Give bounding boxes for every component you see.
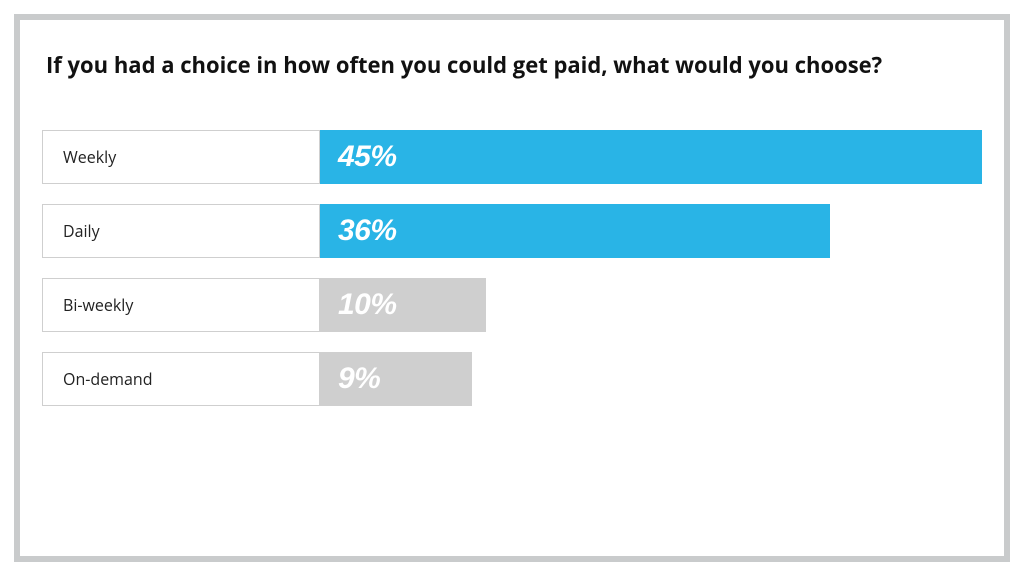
bar-area: 36% xyxy=(320,204,982,258)
bar-value: 45% xyxy=(338,142,397,172)
bar-value: 9% xyxy=(338,364,380,394)
bar: 36% xyxy=(320,204,830,258)
row-label: On-demand xyxy=(42,352,320,406)
row-label: Bi-weekly xyxy=(42,278,320,332)
chart-rows: Weekly 45% Daily 36% Bi-weekly 10% xyxy=(42,130,982,406)
bar: 9% xyxy=(320,352,472,406)
bar-value: 36% xyxy=(338,216,397,246)
chart-row: Daily 36% xyxy=(42,204,982,258)
chart-row: Weekly 45% xyxy=(42,130,982,184)
chart-title: If you had a choice in how often you cou… xyxy=(46,50,982,80)
bar: 10% xyxy=(320,278,486,332)
bar-area: 9% xyxy=(320,352,982,406)
row-label: Weekly xyxy=(42,130,320,184)
bar-area: 10% xyxy=(320,278,982,332)
chart-row: On-demand 9% xyxy=(42,352,982,406)
chart-frame: If you had a choice in how often you cou… xyxy=(14,14,1010,562)
bar: 45% xyxy=(320,130,982,184)
bar-area: 45% xyxy=(320,130,982,184)
row-label: Daily xyxy=(42,204,320,258)
bar-value: 10% xyxy=(338,290,397,320)
chart-row: Bi-weekly 10% xyxy=(42,278,982,332)
